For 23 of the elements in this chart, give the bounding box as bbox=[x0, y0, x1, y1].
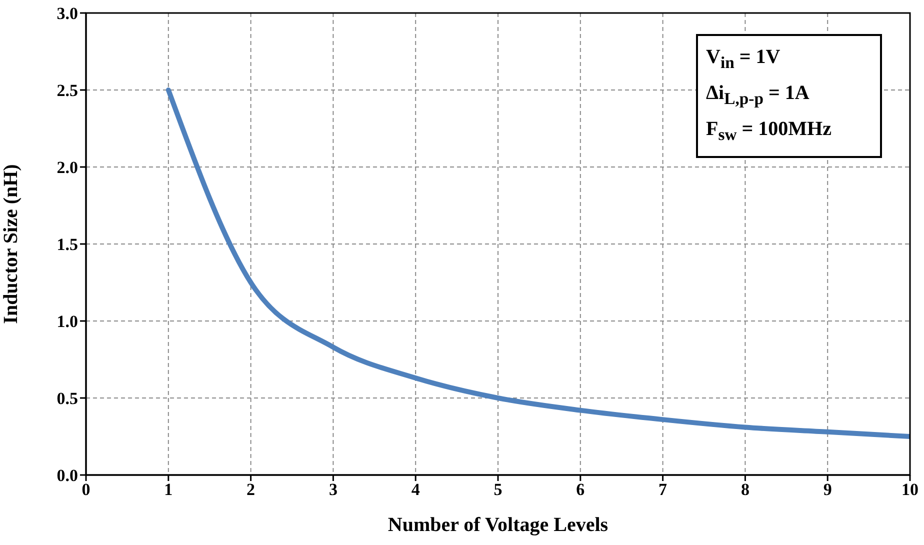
y-axis-title: Inductor Size (nH) bbox=[0, 164, 22, 324]
x-tick-label: 0 bbox=[82, 480, 90, 500]
annotation: Δi$_{L,p-p}$ = 1A bbox=[706, 81, 810, 110]
x-tick-label: 8 bbox=[740, 480, 750, 500]
x-tick-label: 1 bbox=[164, 480, 173, 500]
y-tick-label: 3.0 bbox=[56, 4, 78, 24]
y-tick-label: 1.0 bbox=[56, 312, 78, 332]
x-tick-label: 10 bbox=[902, 480, 918, 500]
annotation: F$_{sw}$ = 100MHz bbox=[706, 117, 832, 146]
annotation: V$_{in}$ = 1V bbox=[706, 45, 782, 74]
x-tick-label: 5 bbox=[494, 480, 502, 500]
x-tick-label: 7 bbox=[658, 480, 668, 500]
y-tick-label: 2.0 bbox=[56, 158, 78, 178]
y-tick-label: 1.5 bbox=[56, 235, 78, 254]
x-tick-label: 3 bbox=[328, 480, 338, 500]
x-axis-title: Number of Voltage Levels bbox=[388, 514, 608, 536]
x-tick-label: 2 bbox=[246, 480, 256, 500]
y-tick-label: 0.5 bbox=[56, 389, 78, 408]
x-tick-label: 9 bbox=[823, 480, 832, 500]
y-tick-label: 0.0 bbox=[56, 466, 78, 486]
y-tick-label: 2.5 bbox=[56, 81, 78, 100]
x-tick-label: 6 bbox=[576, 480, 585, 500]
x-tick-label: 4 bbox=[411, 480, 420, 500]
